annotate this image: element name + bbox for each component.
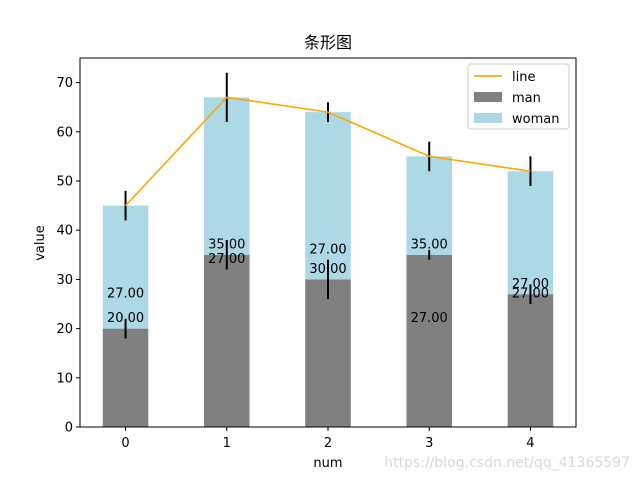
legend-box [467,63,570,130]
y-tick-label-60: 60 [56,125,73,140]
data-label-woman-2: 27.00 [309,242,346,257]
y-tick-label-30: 30 [56,273,73,288]
data-label-man-3: 35.00 [411,237,448,252]
bar-man-0 [102,328,149,427]
y-tick-label-50: 50 [56,175,73,190]
x-tick-label-4: 4 [526,436,534,451]
legend-man-label: man [512,91,541,106]
bar-man-3 [406,254,452,427]
legend-woman-swatch [474,113,502,123]
series-line [124,96,531,207]
data-label-man-0: 20.00 [107,311,144,326]
y-axis-label: value [33,225,48,261]
bar-woman-0 [102,205,149,329]
y-tick-label-10: 10 [56,371,73,386]
bar-man-4 [507,294,554,427]
x-tick-label-0: 0 [121,436,129,451]
x-tick-label-1: 1 [223,436,231,451]
chart-title: 条形图 [304,33,352,52]
y-tick-label-20: 20 [56,322,73,337]
bar-man-2 [305,279,351,427]
y-tick-label-0: 0 [65,421,73,436]
y-tick-label-40: 40 [56,224,73,239]
x-tick-label-3: 3 [425,436,433,451]
bar-woman-2 [305,112,351,280]
data-label-woman-0: 27.00 [107,287,144,302]
bar-man-1 [204,254,250,427]
legend-woman-label: woman [512,112,559,127]
x-axis-label: num [313,456,342,471]
bar-woman-1 [204,97,250,255]
legend-line-label: line [512,70,535,85]
watermark: https://blog.csdn.net/qq_41365597 [384,455,630,471]
bar-woman-3 [406,156,452,255]
legend-man-swatch [474,92,502,102]
y-tick-label-70: 70 [56,76,73,91]
bar-woman-4 [507,171,554,295]
x-tick-label-2: 2 [324,436,332,451]
data-label-woman-3: 27.00 [411,311,448,326]
data-label-man-4: 27.00 [512,277,549,292]
